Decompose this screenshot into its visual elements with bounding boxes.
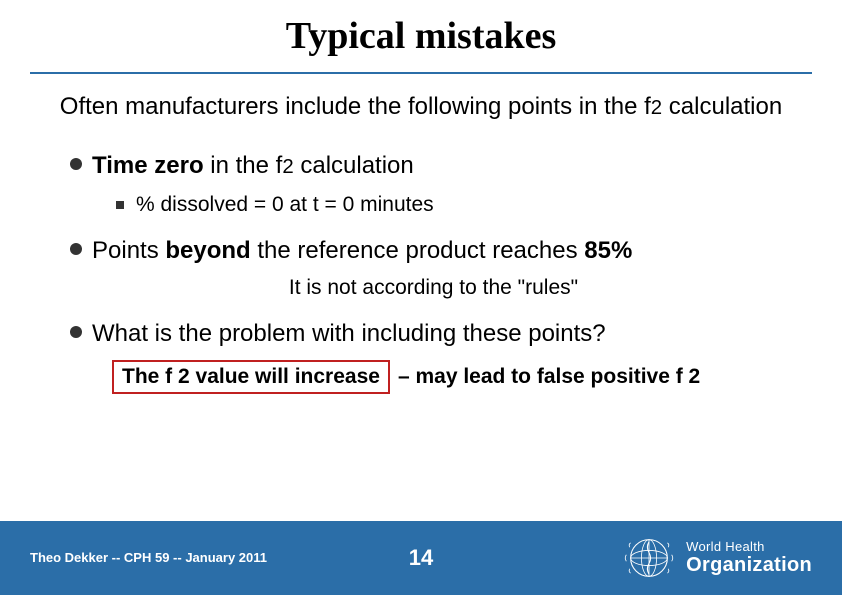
bullet-1-mid: in the f — [204, 152, 283, 179]
bullet-1-text: Time zero in the f2 calculation — [92, 150, 414, 181]
note-text: It is not according to the "rules" — [70, 276, 797, 300]
bullet-item-2: Points beyond the reference product reac… — [70, 235, 797, 266]
intro-prefix: Often manufacturers include the followin… — [60, 93, 651, 120]
bullet-1-bold: Time zero — [92, 152, 204, 179]
intro-subscript: 2 — [651, 97, 662, 119]
title-divider — [30, 72, 812, 74]
who-line-1: World Health — [686, 539, 812, 554]
footer-author: Theo Dekker -- CPH 59 -- January 2011 — [30, 550, 267, 567]
bullet-item-3: What is the problem with including these… — [70, 318, 797, 349]
bullet-1-sub: 2 — [282, 156, 293, 178]
bullet-disc-icon — [70, 158, 82, 170]
bullet-disc-icon — [70, 326, 82, 338]
sub-bullet-1: % dissolved = 0 at t = 0 minutes — [116, 193, 797, 217]
highlight-rest: – may lead to false positive f 2 — [398, 365, 700, 389]
who-branding: World Health Organization — [622, 531, 812, 585]
bullet-item-1: Time zero in the f2 calculation — [70, 150, 797, 181]
highlight-row: The f 2 value will increase – may lead t… — [112, 360, 797, 394]
bullet-disc-icon — [70, 243, 82, 255]
bullet-2-a: Points — [92, 237, 165, 264]
bullet-2-b: beyond — [165, 237, 250, 264]
sub-bullet-1-text: % dissolved = 0 at t = 0 minutes — [136, 193, 434, 217]
footer-bar: Theo Dekker -- CPH 59 -- January 2011 14 — [0, 521, 842, 595]
content-area: Time zero in the f2 calculation % dissol… — [0, 122, 842, 394]
page-number: 14 — [409, 545, 433, 571]
square-bullet-icon — [116, 201, 124, 209]
who-line-2: Organization — [686, 554, 812, 577]
bullet-3-text: What is the problem with including these… — [92, 318, 606, 349]
who-logo-icon — [622, 531, 676, 585]
bullet-2-d: 85% — [584, 237, 632, 264]
bullet-2-c: the reference product reaches — [251, 237, 585, 264]
slide-title: Typical mistakes — [0, 0, 842, 66]
bullet-1-tail: calculation — [294, 152, 414, 179]
who-text: World Health Organization — [686, 539, 812, 577]
highlight-box: The f 2 value will increase — [112, 360, 390, 394]
bullet-2-text: Points beyond the reference product reac… — [92, 235, 632, 266]
intro-suffix: calculation — [662, 93, 782, 120]
intro-text: Often manufacturers include the followin… — [50, 92, 792, 122]
